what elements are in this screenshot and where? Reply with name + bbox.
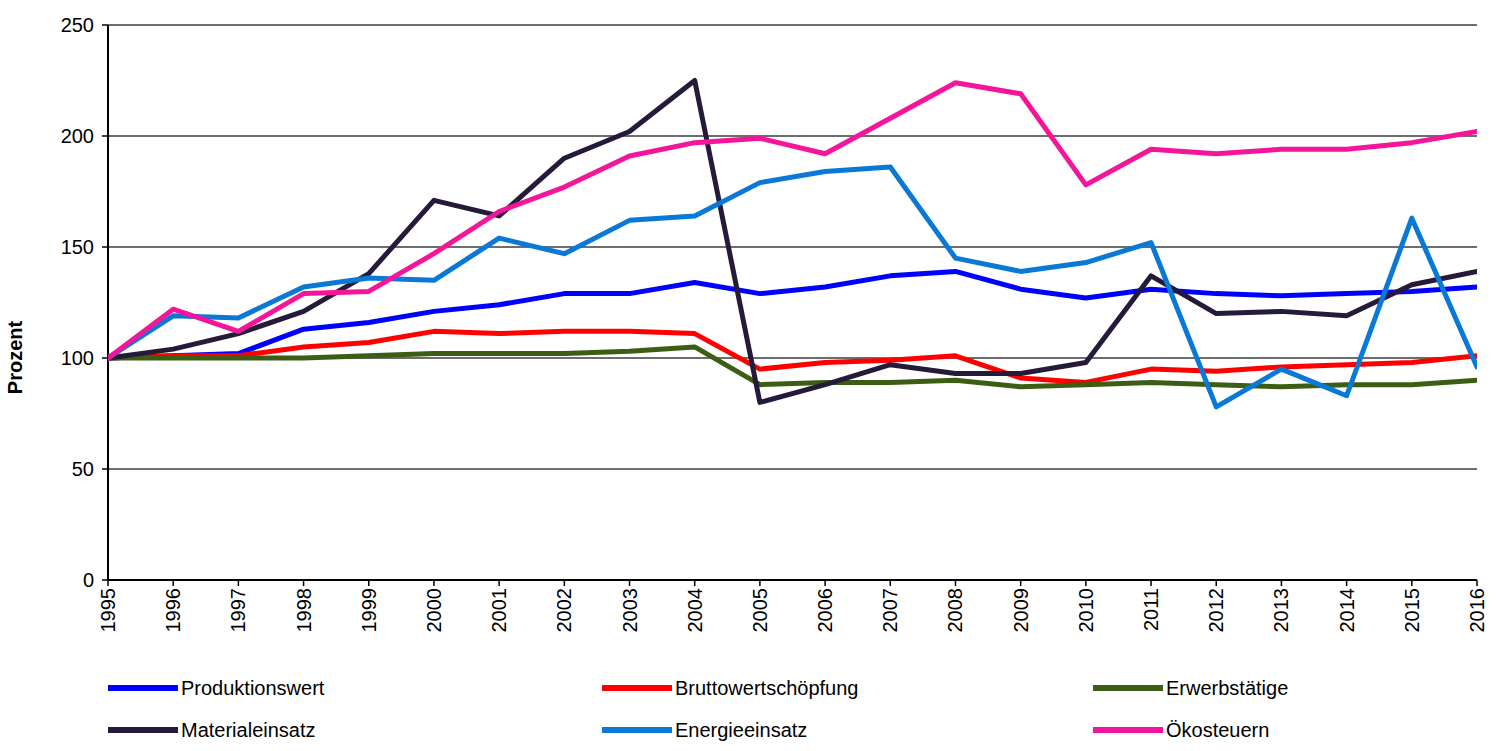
x-tick	[694, 580, 696, 586]
x-tick	[1020, 580, 1022, 586]
x-tick-label: 2008	[944, 588, 966, 633]
legend-label: Energieeinsatz	[675, 719, 807, 741]
x-tick-label: 2013	[1270, 588, 1292, 633]
x-tick	[1346, 580, 1348, 586]
legend-item: Produktionswert	[108, 677, 325, 699]
x-tick-label: 2005	[749, 588, 771, 633]
x-tick-label: 2007	[879, 588, 901, 633]
legend-label: Erwerbstätige	[1166, 677, 1288, 699]
x-tick	[564, 580, 566, 586]
x-tick-label: 2006	[814, 588, 836, 633]
legend-label: Materialeinsatz	[181, 719, 316, 741]
x-tick-label: 2004	[684, 588, 706, 633]
x-tick	[1411, 580, 1413, 586]
x-tick	[498, 580, 500, 586]
series-line	[108, 167, 1477, 407]
x-tick	[1150, 580, 1152, 586]
x-tick-label: 2003	[619, 588, 641, 633]
x-tick	[238, 580, 240, 586]
legend-label: Produktionswert	[181, 677, 325, 699]
grid-line	[108, 135, 1477, 137]
x-tick-label: 2015	[1401, 588, 1423, 633]
x-axis	[108, 579, 1477, 581]
y-tick-label: 150	[61, 236, 94, 258]
x-tick	[1476, 580, 1478, 586]
y-axis-label: Prozent	[4, 320, 26, 394]
x-tick	[1281, 580, 1283, 586]
x-tick	[629, 580, 631, 586]
legend-item: Bruttowertschöpfung	[602, 677, 858, 699]
x-tick-label: 1999	[358, 588, 380, 633]
x-tick	[759, 580, 761, 586]
legend-label: Ökosteuern	[1166, 719, 1269, 741]
x-tick-label: 1996	[162, 588, 184, 633]
x-tick-label: 2001	[488, 588, 510, 633]
x-tick	[368, 580, 370, 586]
legend-swatch	[1093, 685, 1163, 691]
x-tick	[890, 580, 892, 586]
x-tick-label: 2011	[1140, 588, 1162, 631]
x-tick	[1215, 580, 1217, 586]
grid-line	[108, 579, 1477, 581]
x-tick-label: 2014	[1336, 588, 1358, 633]
grid-line	[108, 468, 1477, 470]
x-tick	[824, 580, 826, 586]
x-tick	[1085, 580, 1087, 586]
x-tick-label: 1997	[227, 588, 249, 633]
x-tick-label: 2009	[1010, 588, 1032, 633]
legend-item: Erwerbstätige	[1093, 677, 1288, 699]
legend-item: Materialeinsatz	[108, 719, 316, 741]
y-axis	[107, 25, 109, 580]
x-tick-label: 1998	[293, 588, 315, 633]
y-tick-label: 0	[83, 569, 94, 591]
x-tick	[955, 580, 957, 586]
x-tick-label: 2016	[1466, 588, 1488, 633]
grid-line	[108, 246, 1477, 248]
x-tick-label: 2012	[1205, 588, 1227, 633]
x-tick	[433, 580, 435, 586]
legend-item: Ökosteuern	[1093, 719, 1269, 741]
plot-area	[108, 81, 1477, 407]
x-tick-label: 2000	[423, 588, 445, 633]
x-tick	[107, 580, 109, 586]
legend-swatch	[602, 685, 672, 691]
series-line	[108, 81, 1477, 403]
y-tick-label: 250	[61, 14, 94, 36]
legend-swatch	[108, 727, 178, 733]
grid-line	[108, 24, 1477, 26]
x-tick	[172, 580, 174, 586]
x-tick	[303, 580, 305, 586]
chart: 0 50 100 150 200 250 Prozent 1995 1996 1997 1998 19…	[0, 0, 1500, 751]
y-tick-label: 100	[61, 347, 94, 369]
legend-swatch	[108, 685, 178, 691]
legend-item: Energieeinsatz	[602, 719, 807, 741]
x-tick-label: 2010	[1075, 588, 1097, 633]
x-tick-label: 2002	[553, 588, 575, 633]
series-line	[108, 347, 1477, 387]
legend-label: Bruttowertschöpfung	[675, 677, 858, 699]
legend-swatch	[1093, 727, 1163, 733]
series-line	[108, 83, 1477, 358]
y-tick-label: 200	[61, 125, 94, 147]
x-tick-label: 1995	[97, 588, 119, 633]
legend-swatch	[602, 727, 672, 733]
y-tick-label: 50	[72, 458, 94, 480]
